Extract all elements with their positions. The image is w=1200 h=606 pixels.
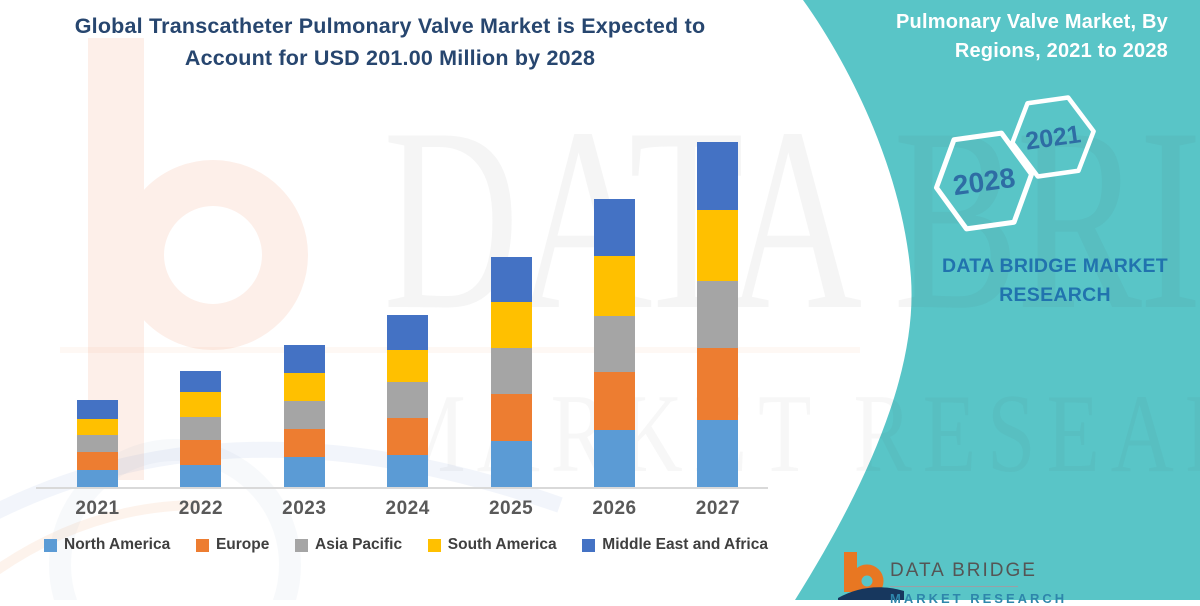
x-axis-label-2026: 2026 — [592, 498, 637, 519]
bar-2021 — [77, 400, 118, 487]
legend-swatch-icon — [44, 538, 57, 552]
segment-asia-pacific — [697, 281, 739, 348]
x-axis-line — [36, 487, 768, 489]
x-axis-label-2021: 2021 — [75, 498, 120, 519]
legend-label: South America — [447, 536, 557, 553]
side-panel-title: Pulmonary Valve Market, By Regions, 2021… — [896, 11, 1168, 62]
segment-asia-pacific — [594, 316, 635, 372]
x-axis-label-2025: 2025 — [488, 498, 534, 519]
segment-north-america — [77, 470, 118, 487]
segment-south-america — [180, 392, 222, 417]
footer-logo: DATA BRIDGE MARKET RESEARCH — [838, 550, 1098, 606]
segment-asia-pacific — [77, 435, 118, 452]
segment-south-america — [77, 419, 118, 435]
teal-panel-shape — [795, 0, 1200, 600]
segment-north-america — [180, 465, 222, 487]
legend-label: Middle East and Africa — [602, 536, 768, 553]
segment-europe — [283, 429, 325, 457]
segment-europe — [594, 372, 635, 430]
segment-middle-east-and-africa — [594, 199, 635, 256]
bar-2023 — [283, 345, 325, 487]
segment-europe — [697, 348, 739, 420]
segment-south-america — [387, 350, 429, 382]
watermark-pink-band — [60, 347, 860, 353]
segment-europe — [387, 418, 429, 455]
legend-swatch-icon — [195, 538, 209, 552]
bar-2024 — [387, 315, 429, 487]
segment-north-america — [490, 441, 532, 487]
data-bridge-b-icon — [838, 552, 904, 600]
segment-north-america — [594, 430, 635, 487]
legend-item-middle-east-and-africa: Middle East and Africa — [582, 536, 768, 554]
segment-north-america — [283, 457, 325, 487]
segment-europe — [77, 452, 118, 470]
hexagon-2021: 2021 — [1010, 95, 1096, 179]
segment-asia-pacific — [283, 401, 325, 429]
x-axis-label-2027: 2027 — [695, 498, 741, 519]
year-hexagons: 2028 2021 — [933, 95, 1096, 232]
hexagon-2028: 2028 — [933, 130, 1035, 232]
legend-item-south-america: South America — [427, 536, 557, 554]
segment-asia-pacific — [490, 348, 532, 394]
x-axis-label-2023: 2023 — [282, 498, 327, 519]
segment-asia-pacific — [180, 417, 222, 440]
segment-middle-east-and-africa — [490, 257, 532, 302]
segment-south-america — [490, 302, 532, 348]
legend-label: Asia Pacific — [315, 536, 403, 553]
segment-south-america — [594, 256, 635, 316]
segment-south-america — [283, 373, 325, 401]
legend-label: Europe — [215, 536, 270, 553]
bar-2027 — [697, 142, 739, 487]
legend-item-asia-pacific: Asia Pacific — [295, 536, 402, 554]
bar-2022 — [180, 371, 222, 487]
segment-north-america — [387, 455, 429, 487]
segment-middle-east-and-africa — [697, 142, 739, 210]
hexagon-2021-label: 2021 — [1024, 120, 1083, 155]
segment-middle-east-and-africa — [387, 315, 429, 350]
bar-2026 — [594, 199, 635, 487]
legend-swatch-icon — [582, 538, 596, 552]
legend-item-north-america: North America — [44, 536, 170, 554]
hexagon-2028-label: 2028 — [951, 162, 1017, 201]
legend-swatch-icon — [427, 538, 441, 552]
legend-label: North America — [64, 536, 171, 553]
segment-europe — [180, 440, 222, 465]
segment-europe — [490, 394, 532, 441]
legend-item-europe: Europe — [195, 536, 270, 554]
segment-middle-east-and-africa — [180, 371, 222, 392]
stacked-bar-chart: 2021 2022 2023 2024 2025 2026 2027 — [36, 142, 768, 519]
side-panel-brand-text: DATA BRIDGE MARKET RESEARCH — [941, 255, 1169, 307]
chart-legend: North America Europe Asia Pacific South Ame… — [44, 536, 768, 554]
segment-asia-pacific — [387, 382, 429, 418]
segment-south-america — [697, 210, 739, 281]
footer-logo-subtext: MARKET RESEARCH — [890, 591, 1068, 606]
legend-swatch-icon — [295, 538, 309, 552]
x-axis-label-2022: 2022 — [178, 498, 224, 519]
segment-north-america — [697, 420, 739, 487]
x-axis-label-2024: 2024 — [385, 498, 430, 519]
footer-logo-name: DATA BRIDGE — [890, 560, 1037, 581]
chart-title: Global Transcatheter Pulmonary Valve Mar… — [74, 14, 706, 71]
segment-middle-east-and-africa — [283, 345, 325, 373]
footer-logo-rule — [890, 586, 1018, 587]
bar-2025 — [490, 257, 532, 487]
segment-middle-east-and-africa — [77, 400, 118, 419]
